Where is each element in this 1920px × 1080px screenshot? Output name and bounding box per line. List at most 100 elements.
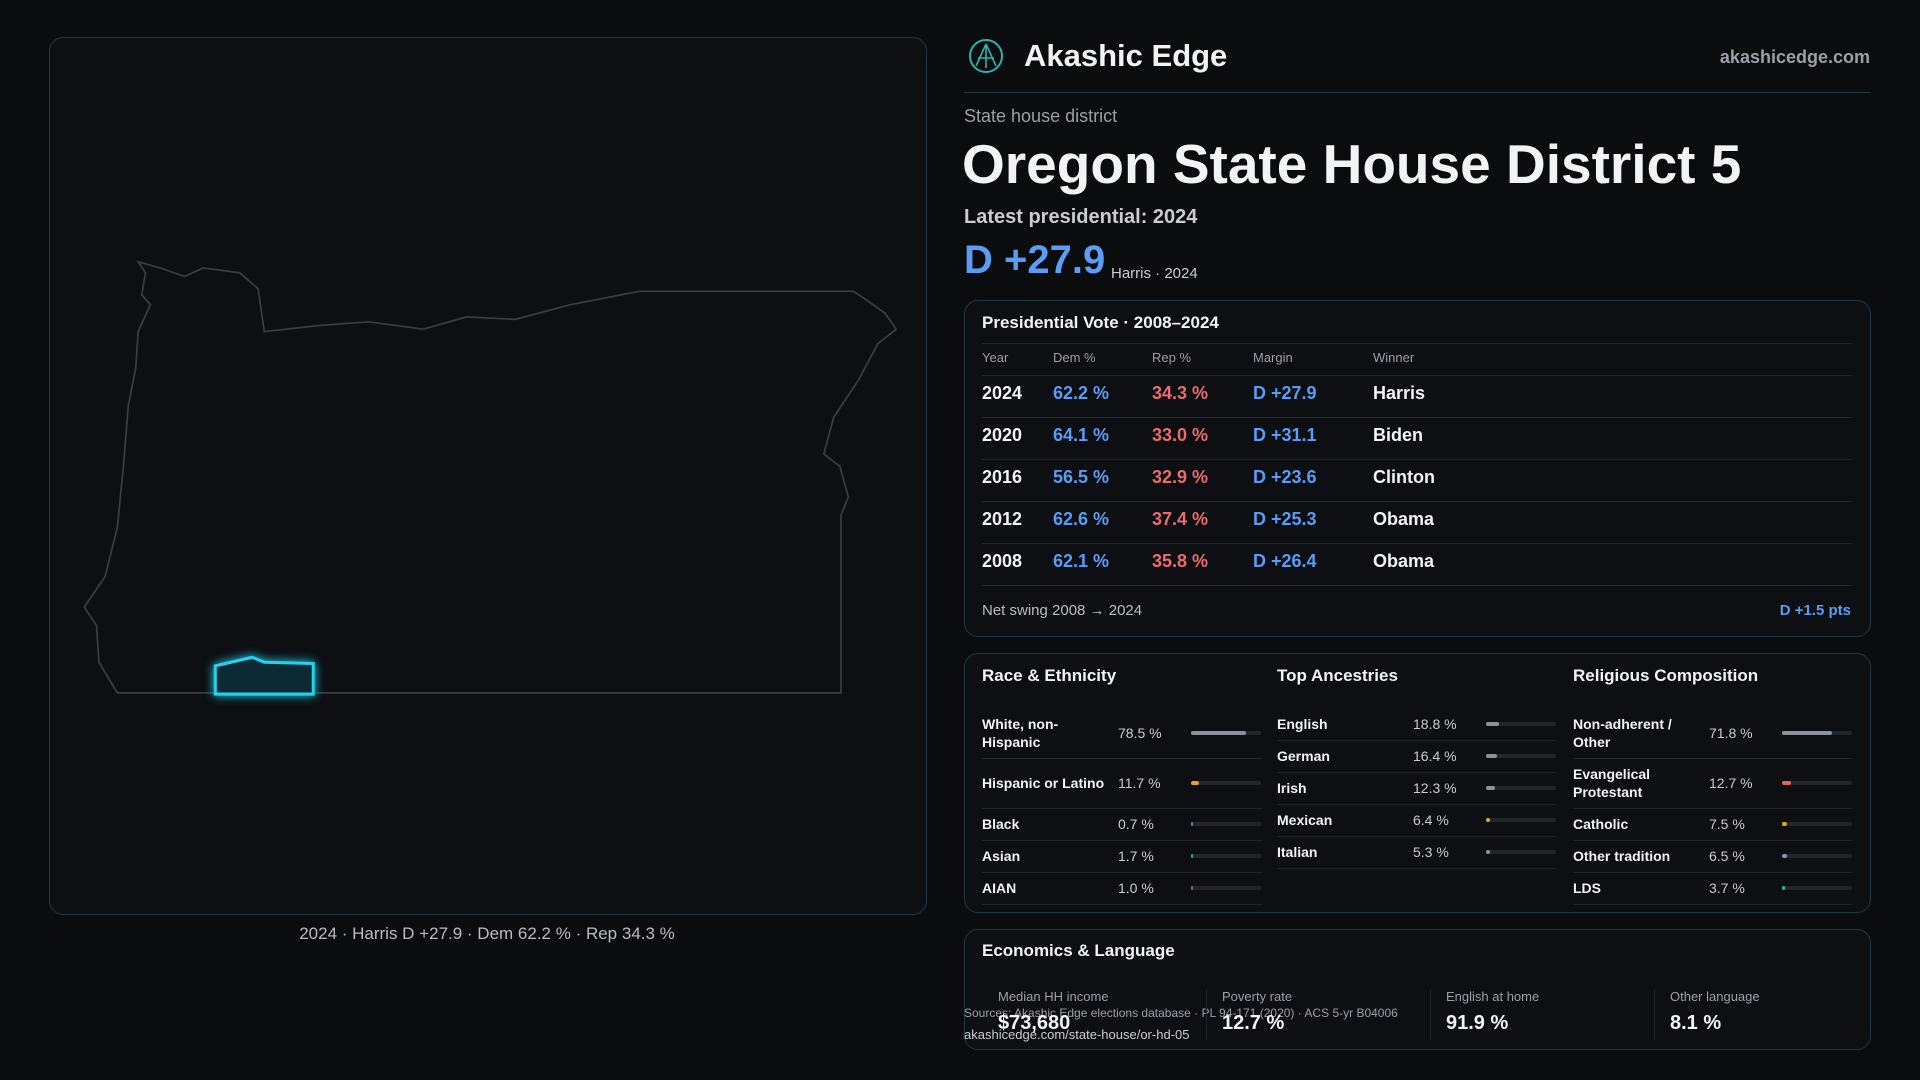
separator: [1277, 836, 1556, 837]
stat-value: $73,680: [998, 1012, 1071, 1034]
column-header: Dem %: [1053, 350, 1096, 365]
column-header: Margin: [1253, 350, 1293, 365]
breakdown-label: Hispanic or Latino: [982, 775, 1105, 791]
table-cell: 62.1 %: [1053, 551, 1110, 571]
breakdown-pct: 7.5 %: [1709, 816, 1745, 832]
table-cell: D +25.3: [1253, 509, 1317, 529]
breakdown-pct: 71.8 %: [1709, 725, 1753, 741]
breakdown-label: German: [1277, 748, 1330, 764]
table-cell: 2012: [982, 509, 1023, 529]
bar: [1191, 781, 1200, 785]
table-cell: 2020: [982, 425, 1023, 445]
footer-url[interactable]: akashicedge.com/state-house/or-hd-05: [964, 1027, 1190, 1042]
breakdown-pct: 5.3 %: [1413, 844, 1449, 860]
margin-note: Harris · 2024: [1111, 265, 1198, 282]
separator: [982, 501, 1852, 502]
table-cell: 33.0 %: [1152, 425, 1209, 445]
separator: [1277, 740, 1556, 741]
table-cell: 2008: [982, 551, 1023, 571]
table-cell: 62.2 %: [1053, 383, 1110, 403]
bar-track: [1486, 722, 1556, 726]
bar-track: [1191, 854, 1261, 858]
bar: [1486, 850, 1490, 854]
state-outline: [83, 260, 898, 694]
bar: [1782, 886, 1785, 890]
separator: [982, 459, 1852, 460]
bar: [1782, 822, 1788, 826]
table-cell: 35.8 %: [1152, 551, 1209, 571]
table-cell: D +26.4: [1253, 551, 1317, 571]
breakdown-label: Italian: [1277, 844, 1318, 860]
table-cell: D +31.1: [1253, 425, 1317, 445]
breakdown-label: Irish: [1277, 780, 1307, 796]
section-title: Top Ancestries: [1277, 666, 1398, 685]
breakdown-pct: 6.5 %: [1709, 848, 1745, 864]
district-shape[interactable]: [213, 655, 315, 696]
table-cell: 34.3 %: [1152, 383, 1209, 403]
bar: [1191, 822, 1193, 826]
bar: [1782, 781, 1791, 785]
title: Oregon State House District 5: [962, 133, 1742, 195]
bar-track: [1782, 854, 1852, 858]
breakdown-pct: 12.7 %: [1709, 775, 1753, 791]
latest: Latest presidential: 2024: [964, 206, 1198, 228]
bar: [1486, 754, 1498, 758]
separator: [982, 872, 1261, 873]
economics-panel: [964, 929, 1871, 1050]
bar-track: [1486, 786, 1556, 790]
separator: [982, 343, 1852, 344]
breakdown-pct: 12.3 %: [1413, 780, 1457, 796]
breakdown-label: Mexican: [1277, 812, 1333, 828]
separator: [982, 375, 1852, 376]
separator: [1573, 758, 1852, 759]
breakdown-label: AIAN: [982, 880, 1017, 896]
stat-value: 12.7 %: [1222, 1012, 1285, 1034]
table-cell: Harris: [1373, 383, 1426, 403]
bar: [1782, 731, 1833, 735]
breakdown-pct: 11.7 %: [1118, 775, 1161, 791]
separator: [982, 808, 1261, 809]
swing-label: Net swing 2008 → 2024: [982, 602, 1143, 619]
separator: [1277, 804, 1556, 805]
bar-track: [1486, 818, 1556, 822]
bar: [1486, 786, 1495, 790]
breakdown-label: English: [1277, 716, 1328, 732]
table-cell: Biden: [1373, 425, 1424, 445]
column-header: Rep %: [1152, 350, 1192, 365]
table-cell: 32.9 %: [1152, 467, 1209, 487]
separator: [1277, 868, 1556, 869]
table-cell: D +27.9: [1253, 383, 1317, 403]
sources: Sources: Akashic Edge elections database…: [964, 1006, 1398, 1020]
separator: [982, 585, 1852, 586]
stat-label: Other language: [1670, 989, 1760, 1004]
table-cell: 2016: [982, 467, 1023, 487]
breakdown-pct: 6.4 %: [1413, 812, 1449, 828]
separator: [1654, 990, 1655, 1040]
divider: [964, 92, 1870, 93]
breakdown-pct: 78.5 %: [1118, 725, 1162, 741]
stat-value: 91.9 %: [1446, 1012, 1509, 1034]
site-link[interactable]: akashicedge.com: [1719, 47, 1870, 67]
bar-track: [1782, 822, 1852, 826]
bar-track: [1191, 781, 1261, 785]
separator: [1573, 808, 1852, 809]
bar: [1486, 818, 1491, 822]
separator: [1573, 840, 1852, 841]
table-cell: 62.6 %: [1053, 509, 1110, 529]
breakdown-pct: 3.7 %: [1709, 880, 1745, 896]
breakdown-label: Black: [982, 816, 1020, 832]
table-cell: 37.4 %: [1152, 509, 1209, 529]
margin: D +27.9: [964, 238, 1106, 282]
table-cell: Obama: [1373, 509, 1435, 529]
section-title: Race & Ethnicity: [982, 666, 1117, 685]
stat-label: Median HH income: [998, 989, 1109, 1004]
section-title: Economics & Language: [982, 941, 1175, 960]
breakdown-pct: 1.0 %: [1118, 880, 1154, 896]
table-cell: 56.5 %: [1053, 467, 1110, 487]
separator: [1430, 990, 1431, 1040]
breakdown-pct: 16.4 %: [1413, 748, 1457, 764]
vote-panel: [964, 300, 1871, 637]
stat-label: Poverty rate: [1222, 989, 1293, 1004]
bar-track: [1782, 886, 1852, 890]
column-header: Year: [982, 350, 1009, 365]
